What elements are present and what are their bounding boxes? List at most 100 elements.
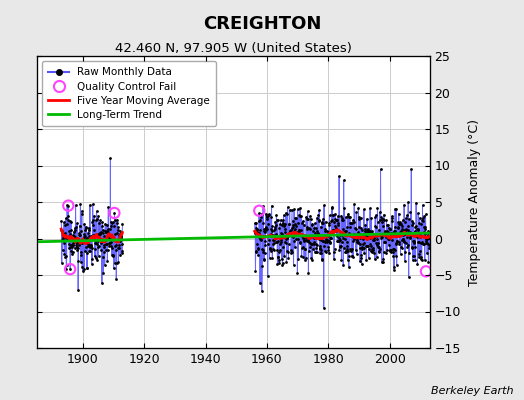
Point [384, 236, 392, 242]
Text: CREIGHTON: CREIGHTON [203, 15, 321, 33]
Point [415, 220, 423, 226]
Point [366, 235, 374, 241]
Point [367, 215, 375, 221]
Point [368, 247, 377, 254]
Point [357, 225, 366, 232]
Point [414, 254, 423, 260]
Point [395, 241, 403, 247]
Point [270, 226, 279, 233]
Point [86, 242, 95, 248]
Point [335, 173, 343, 180]
Point [330, 256, 338, 262]
Point [313, 249, 321, 255]
Point [360, 206, 368, 212]
Point [76, 232, 84, 238]
Point [259, 257, 268, 263]
Point [349, 233, 357, 240]
Point [254, 252, 263, 258]
Point [414, 210, 422, 216]
Point [359, 244, 368, 251]
Point [113, 245, 122, 251]
Point [104, 229, 112, 235]
Point [355, 214, 364, 220]
Point [252, 249, 260, 255]
Point [399, 238, 408, 245]
Point [272, 239, 280, 246]
Point [325, 250, 333, 256]
Point [87, 233, 95, 239]
Point [300, 221, 308, 228]
Point [267, 231, 275, 237]
Point [301, 246, 309, 252]
Point [115, 230, 124, 237]
Point [380, 217, 389, 223]
Point [333, 238, 342, 244]
Point [73, 244, 81, 250]
Point [354, 205, 363, 211]
Point [305, 225, 313, 232]
Point [414, 238, 423, 245]
Point [288, 249, 297, 255]
Point [313, 214, 321, 221]
Point [304, 270, 313, 276]
Point [93, 238, 102, 244]
Point [423, 241, 432, 247]
Point [267, 214, 275, 220]
Point [255, 227, 264, 234]
Point [66, 266, 74, 272]
Point [285, 241, 293, 248]
Point [384, 222, 392, 228]
Point [332, 227, 341, 233]
Point [415, 251, 423, 258]
Point [393, 231, 401, 237]
Point [349, 254, 357, 260]
Point [117, 230, 126, 237]
Point [97, 236, 105, 242]
Point [308, 240, 316, 247]
Point [393, 238, 401, 244]
Point [311, 234, 320, 241]
Point [391, 240, 400, 246]
Point [348, 238, 357, 244]
Point [83, 265, 91, 271]
Point [296, 239, 304, 245]
Point [409, 220, 418, 226]
Point [342, 214, 350, 220]
Point [290, 238, 299, 244]
Point [266, 246, 274, 252]
Point [390, 224, 399, 230]
Point [403, 244, 412, 250]
Point [259, 203, 267, 210]
Point [315, 207, 323, 213]
Point [360, 240, 368, 246]
Point [410, 252, 418, 259]
Point [364, 225, 372, 232]
Point [307, 216, 315, 222]
Point [361, 226, 369, 233]
Point [378, 216, 386, 222]
Point [377, 234, 386, 241]
Point [280, 221, 289, 227]
Point [99, 230, 107, 236]
Point [408, 245, 416, 251]
Point [90, 234, 98, 241]
Point [96, 217, 104, 224]
Point [372, 212, 380, 218]
Point [385, 236, 393, 242]
Legend: Raw Monthly Data, Quality Control Fail, Five Year Moving Average, Long-Term Tren: Raw Monthly Data, Quality Control Fail, … [42, 61, 216, 126]
Point [94, 231, 102, 238]
Point [274, 254, 282, 260]
Point [61, 230, 69, 237]
Point [303, 208, 312, 214]
Point [295, 227, 303, 233]
Point [91, 232, 100, 238]
Point [406, 234, 414, 240]
Point [79, 238, 88, 244]
Point [367, 230, 375, 236]
Point [92, 208, 101, 214]
Point [98, 238, 106, 244]
Point [401, 257, 409, 264]
Point [82, 225, 91, 231]
Point [91, 255, 100, 261]
Point [390, 246, 398, 252]
